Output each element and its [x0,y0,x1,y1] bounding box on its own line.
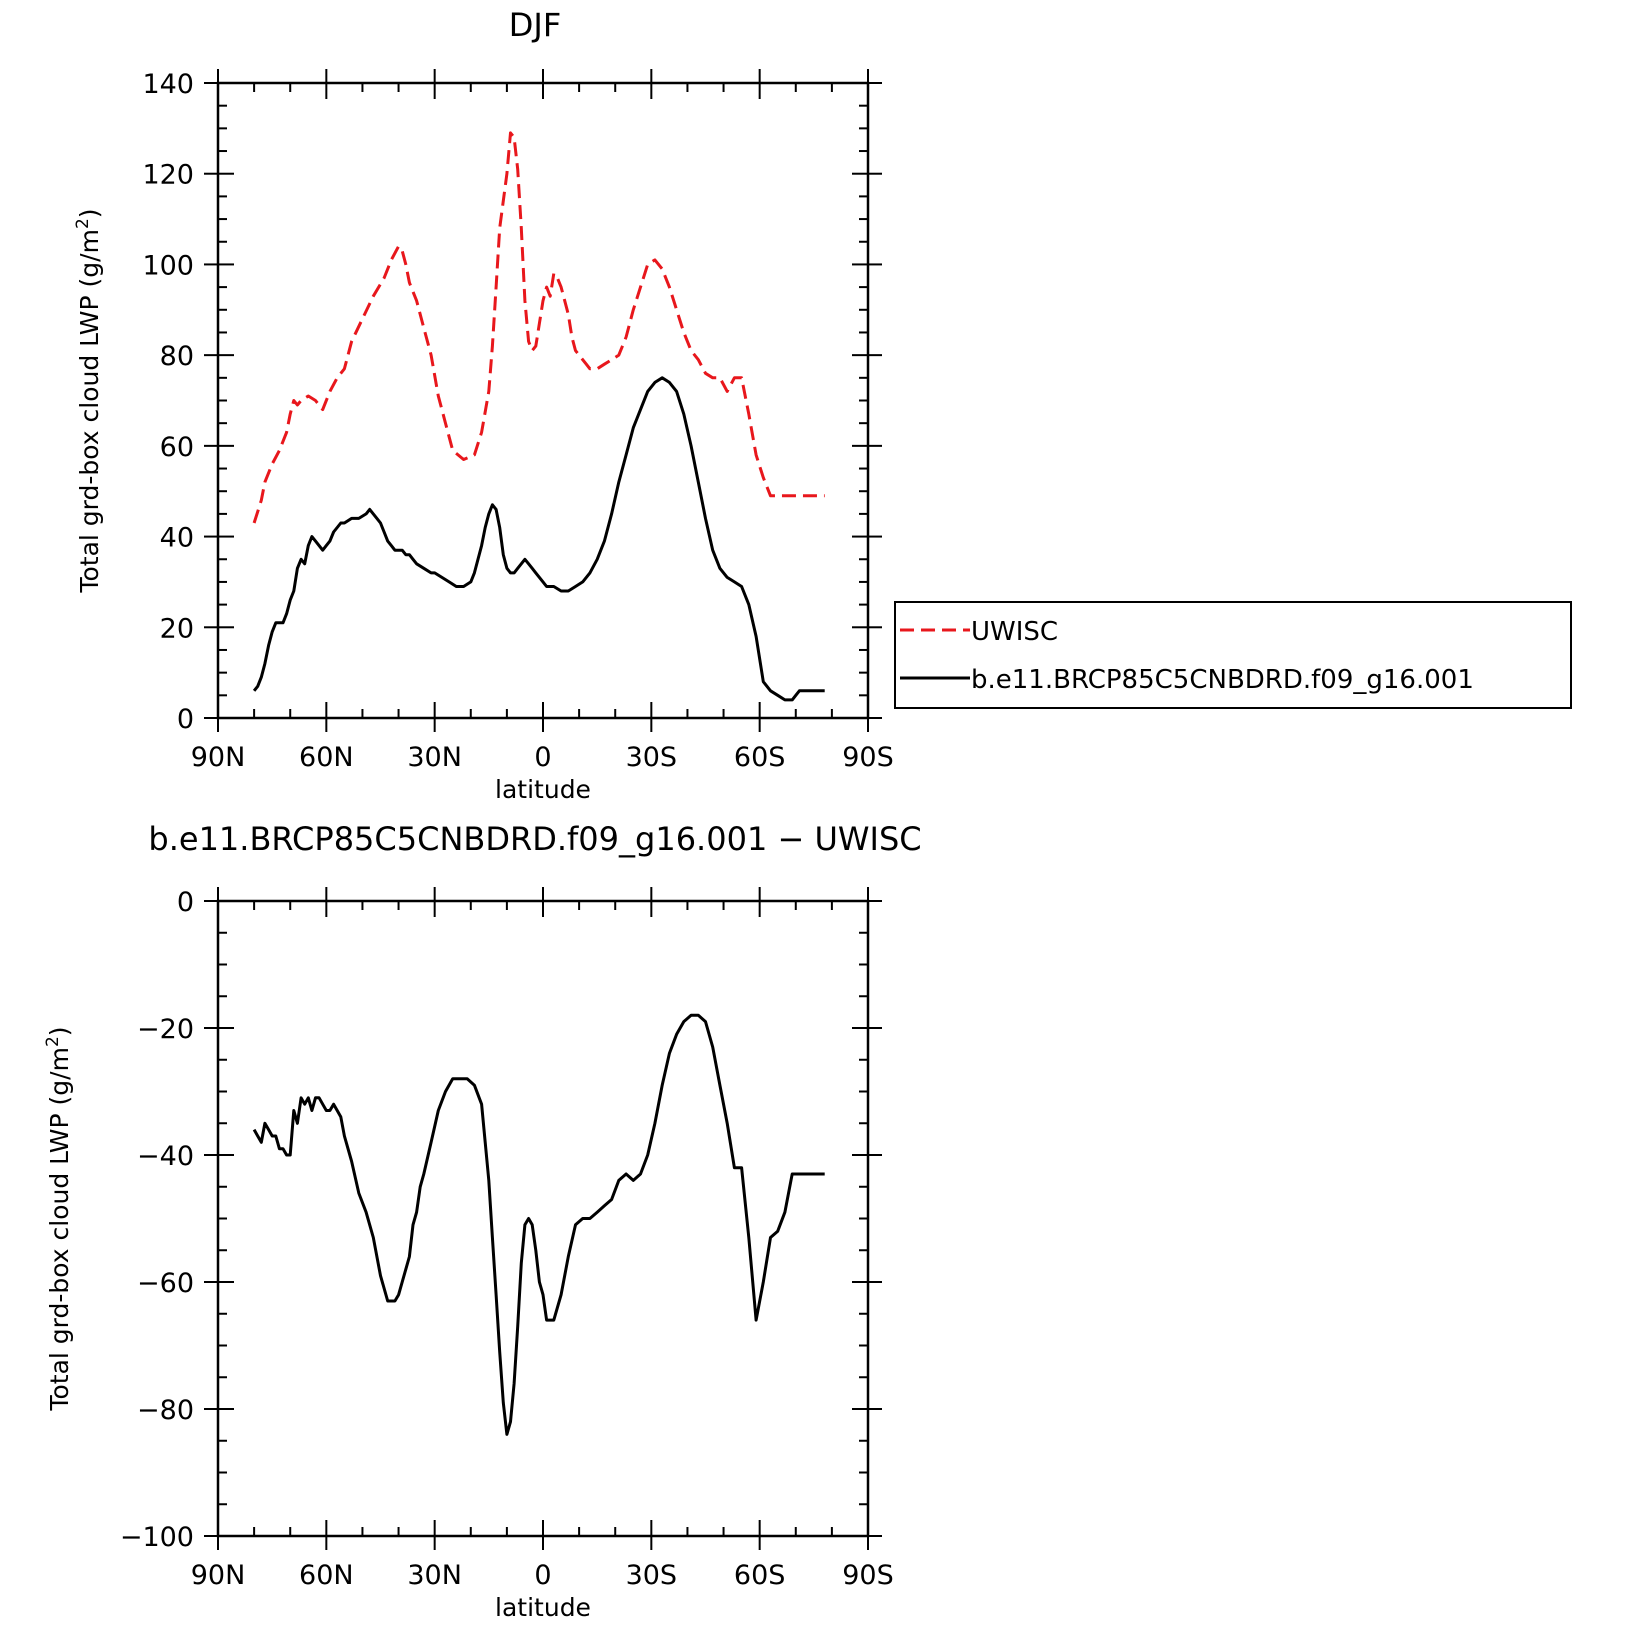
y-tick-label: 40 [160,523,194,554]
x-tick-label: 90S [842,742,894,773]
y-axis-label-close: ) [45,1026,74,1036]
y-axis-label-sup: 2 [73,218,93,229]
y-axis-label-close: ) [75,208,104,218]
y-axis-label-sup: 2 [43,1036,63,1047]
series-line-uwisc [252,131,825,524]
legend-box [894,601,1572,709]
y-tick-label: 0 [177,704,194,735]
plot-frame [216,899,870,1538]
y-axis-label: Total grd-box cloud LWP (g/m2) [43,1026,74,1411]
y-tick-label: 20 [160,613,194,644]
y-tick-label: −80 [137,1395,194,1426]
y-tick-label: −40 [137,1141,194,1172]
y-axis-label-main: Total grd-box cloud LWP (g/m [75,229,104,594]
y-tick-label: 80 [160,341,194,372]
x-axis-label: latitude [495,775,591,804]
legend-label: b.e11.BRCP85C5CNBDRD.f09_g16.001 [971,665,1474,695]
x-tick-label: 90S [842,1560,894,1591]
x-tick-label: 90N [191,742,246,773]
x-tick-label: 30S [626,742,678,773]
x-tick-label: 0 [534,742,551,773]
legend: UWISC b.e11.BRCP85C5CNBDRD.f09_g16.001 [894,601,1572,709]
y-tick-label: 0 [177,887,194,918]
x-tick-label: 60N [299,742,354,773]
x-tick-label: 0 [534,1560,551,1591]
bottom-chart: b.e11.BRCP85C5CNBDRD.f09_g16.001 − UWISC… [43,820,922,1622]
y-tick-label: 140 [142,69,194,100]
series-line-b-e11-brcp85c5cnbdrd-f09-g16-001 [252,376,825,702]
y-axis-label-main: Total grd-box cloud LWP (g/m [45,1047,74,1412]
y-axis-label: Total grd-box cloud LWP (g/m2) [73,208,104,593]
x-tick-label: 60S [734,742,786,773]
x-tick-label: 60N [299,1560,354,1591]
x-tick-label: 60S [734,1560,786,1591]
y-tick-label: 120 [142,160,194,191]
y-tick-label: −100 [120,1522,194,1553]
series-line-difference [252,1013,825,1436]
y-tick-label: −20 [137,1014,194,1045]
x-tick-label: 30N [407,1560,462,1591]
chart-title: b.e11.BRCP85C5CNBDRD.f09_g16.001 − UWISC [148,820,921,858]
y-tick-label: −60 [137,1268,194,1299]
y-tick-label: 60 [160,432,194,463]
chart-title: DJF [509,6,561,44]
y-tick-label: 100 [142,250,194,281]
x-tick-label: 30S [626,1560,678,1591]
x-tick-label: 30N [407,742,462,773]
legend-label: UWISC [971,617,1058,647]
x-axis-label: latitude [495,1593,591,1622]
x-tick-label: 90N [191,1560,246,1591]
